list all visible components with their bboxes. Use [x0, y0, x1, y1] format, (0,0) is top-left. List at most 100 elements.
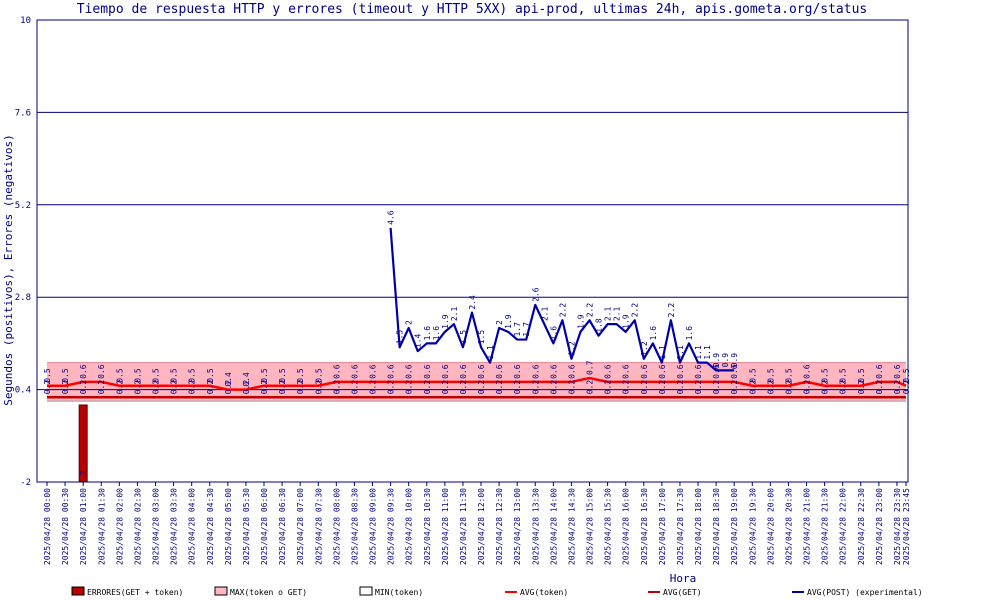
x-tick-label: 2025/04/28 17:00 — [658, 488, 667, 565]
data-label: 0.5 — [260, 368, 269, 383]
data-label: 0.9 — [721, 353, 730, 368]
x-tick-label: 2025/04/28 04:00 — [188, 488, 197, 565]
data-label: 0.2 — [115, 380, 124, 395]
data-label: 0.5 — [784, 368, 793, 383]
data-label: 0.6 — [79, 364, 88, 379]
data-label: 1.9 — [441, 314, 450, 329]
data-label: 0.6 — [531, 364, 540, 379]
data-label: 0.2 — [513, 380, 522, 395]
data-label: 1.1 — [694, 345, 703, 360]
data-label: 0.6 — [604, 364, 613, 379]
data-label: 0.2 — [61, 380, 70, 395]
data-label: 0.2 — [387, 380, 396, 395]
data-label: 1.6 — [423, 326, 432, 341]
data-labels: 0.5 0.5 0.6 0.6 0.5 0.5 0.5 0.5 0.5 0.5 0.4 0.4 0.5 0… — [43, 210, 911, 394]
data-label: 1.2 — [567, 341, 576, 356]
x-tick-label: 2025/04/28 17:30 — [676, 488, 685, 565]
x-tick-label: 2025/04/28 05:00 — [224, 488, 233, 565]
data-label: 0.6 — [369, 364, 378, 379]
data-label: 0.2 — [278, 380, 287, 395]
legend-label: AVG(GET) — [663, 588, 702, 597]
data-label: 0.4 — [242, 372, 251, 387]
data-label: 2.1 — [450, 307, 459, 322]
data-label: 0.4 — [224, 372, 233, 387]
y-tick-label: 7.6 — [15, 108, 31, 118]
data-label: 0.2 — [369, 380, 378, 395]
x-tick-label: 2025/04/28 08:00 — [332, 488, 341, 565]
data-label: 0.2 — [495, 380, 504, 395]
data-label: 0.5 — [115, 368, 124, 383]
legend-label: ERRORES(GET + token) — [87, 588, 183, 597]
data-label: 2.1 — [604, 307, 613, 322]
data-label: 0.6 — [441, 364, 450, 379]
x-tick-label: 2025/04/28 05:30 — [242, 488, 251, 565]
x-tick-label: 2025/04/28 15:30 — [604, 488, 613, 565]
x-tick-label: 2025/04/28 10:30 — [423, 488, 432, 565]
data-label: 1.5 — [477, 330, 486, 345]
data-label: 1.9 — [576, 314, 585, 329]
data-label: 0.2 — [97, 380, 106, 395]
data-label: 0.2 — [766, 380, 775, 395]
data-label: 1.9 — [504, 314, 513, 329]
x-tick-label: 2025/04/28 13:00 — [513, 488, 522, 565]
data-label: 0.6 — [549, 364, 558, 379]
data-label: 0.6 — [513, 364, 522, 379]
data-label: 0.5 — [278, 368, 287, 383]
data-label: 0.5 — [61, 368, 70, 383]
data-label: 0.6 — [332, 364, 341, 379]
data-label: 0.2 — [875, 380, 884, 395]
data-label: 0.2 — [405, 380, 414, 395]
x-tick-label: 2025/04/28 02:30 — [133, 488, 142, 565]
data-label: 1.4 — [414, 333, 423, 348]
data-label: 1.6 — [432, 326, 441, 341]
data-label: 0.6 — [712, 364, 721, 379]
series-lines — [47, 227, 907, 399]
data-label: 2.2 — [667, 303, 676, 318]
x-tick-label: 2025/04/28 22:00 — [839, 488, 848, 565]
data-label: 0.6 — [875, 364, 884, 379]
x-tick-label: 2025/04/28 11:30 — [459, 488, 468, 565]
data-label: 0.6 — [97, 364, 106, 379]
y-tick-label: 0.4 — [15, 386, 31, 396]
data-label: 0.2 — [242, 380, 251, 395]
x-tick-label: 2025/04/28 04:30 — [206, 488, 215, 565]
x-tick-label: 2025/04/28 03:00 — [152, 488, 161, 565]
data-label: 0.5 — [152, 368, 161, 383]
x-tick-label: 2025/04/28 00:00 — [43, 488, 52, 565]
series-line — [389, 227, 735, 372]
x-tick-label: 2025/04/28 20:00 — [766, 488, 775, 565]
x-tick-label: 2025/04/28 01:30 — [97, 488, 106, 565]
data-label: 2.2 — [631, 303, 640, 318]
x-tick-label: 2025/04/28 20:30 — [784, 488, 793, 565]
legend-label: AVG(POST) (experimental) — [807, 588, 923, 597]
data-label: 1.6 — [649, 326, 658, 341]
data-label: 0.6 — [694, 364, 703, 379]
x-tick-label: 2025/04/28 23:00 — [875, 488, 884, 565]
x-tick-label: 2025/04/28 11:00 — [441, 488, 450, 565]
data-label: 0.2 — [902, 380, 911, 395]
data-label: 0.2 — [803, 380, 812, 395]
data-label: 0.2 — [784, 380, 793, 395]
data-label: 1.1 — [676, 345, 685, 360]
data-label: 1.6 — [685, 326, 694, 341]
x-tick-label: 2025/04/28 21:00 — [803, 488, 812, 565]
data-label: 0.6 — [676, 364, 685, 379]
data-label: 2.2 — [586, 303, 595, 318]
data-label: 1.7 — [522, 322, 531, 337]
legend-swatch — [214, 586, 228, 596]
legend-label: MAX(token o GET) — [230, 588, 307, 597]
data-label: 0.2 — [730, 380, 739, 395]
data-label: 0.5 — [296, 368, 305, 383]
x-tick-label: 2025/04/28 10:00 — [405, 488, 414, 565]
data-label: 0.2 — [622, 380, 631, 395]
data-label: 0.5 — [766, 368, 775, 383]
data-label: 1.1 — [658, 345, 667, 360]
data-label: 0.2 — [206, 380, 215, 395]
y-tick-label: -2 — [20, 478, 31, 488]
data-label: 1.7 — [513, 322, 522, 337]
data-label: 1.1 — [486, 345, 495, 360]
x-tick-label: 2025/04/28 19:30 — [748, 488, 757, 565]
data-label: 0.2 — [296, 380, 305, 395]
x-tick-label: 2025/04/28 09:00 — [369, 488, 378, 565]
data-label: 0.2 — [640, 380, 649, 395]
